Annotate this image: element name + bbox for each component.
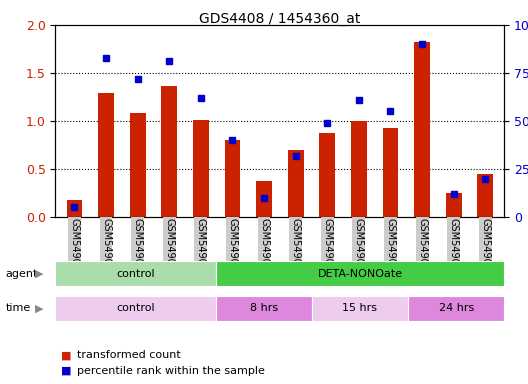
Bar (446, 193, 461, 217)
Bar (130, 113, 146, 217)
Bar (216, 296, 312, 321)
Text: GSM549081: GSM549081 (101, 218, 111, 277)
Text: GSM549086: GSM549086 (259, 218, 269, 277)
Text: time: time (5, 303, 31, 313)
Text: control: control (116, 268, 155, 279)
Text: GSM549085: GSM549085 (228, 218, 238, 277)
Text: 15 hrs: 15 hrs (343, 303, 378, 313)
Text: 24 hrs: 24 hrs (439, 303, 474, 313)
Text: GSM549092: GSM549092 (449, 218, 459, 277)
Bar (216, 261, 504, 286)
Bar (224, 140, 240, 217)
Text: DETA-NONOate: DETA-NONOate (317, 268, 402, 279)
Bar (256, 182, 272, 217)
Bar (351, 121, 367, 217)
Text: GSM549093: GSM549093 (480, 218, 491, 277)
Bar (383, 128, 398, 217)
Text: ▶: ▶ (35, 268, 44, 279)
Text: GSM549083: GSM549083 (164, 218, 174, 277)
Bar (408, 296, 504, 321)
Text: ▶: ▶ (35, 303, 44, 313)
Text: transformed count: transformed count (77, 350, 180, 360)
Text: GSM549087: GSM549087 (290, 218, 300, 277)
Bar (162, 86, 177, 217)
Bar (98, 93, 114, 217)
Bar (319, 134, 335, 217)
Text: GSM549091: GSM549091 (417, 218, 427, 277)
Text: GSM549088: GSM549088 (322, 218, 332, 277)
Text: GSM549084: GSM549084 (196, 218, 206, 277)
Text: ■: ■ (61, 350, 71, 360)
Text: ■: ■ (61, 366, 71, 376)
Bar (55, 261, 216, 286)
Bar (193, 120, 209, 217)
Text: control: control (116, 303, 155, 313)
Text: GSM549090: GSM549090 (385, 218, 395, 277)
Text: GSM549089: GSM549089 (354, 218, 364, 277)
Bar (414, 42, 430, 217)
Bar (67, 200, 82, 217)
Text: 8 hrs: 8 hrs (250, 303, 278, 313)
Bar (477, 174, 493, 217)
Bar (288, 150, 304, 217)
Text: GSM549082: GSM549082 (133, 218, 143, 277)
Bar (312, 296, 408, 321)
Bar (55, 296, 216, 321)
Text: GDS4408 / 1454360_at: GDS4408 / 1454360_at (199, 12, 361, 25)
Text: agent: agent (5, 268, 37, 279)
Text: GSM549080: GSM549080 (69, 218, 79, 277)
Text: percentile rank within the sample: percentile rank within the sample (77, 366, 265, 376)
